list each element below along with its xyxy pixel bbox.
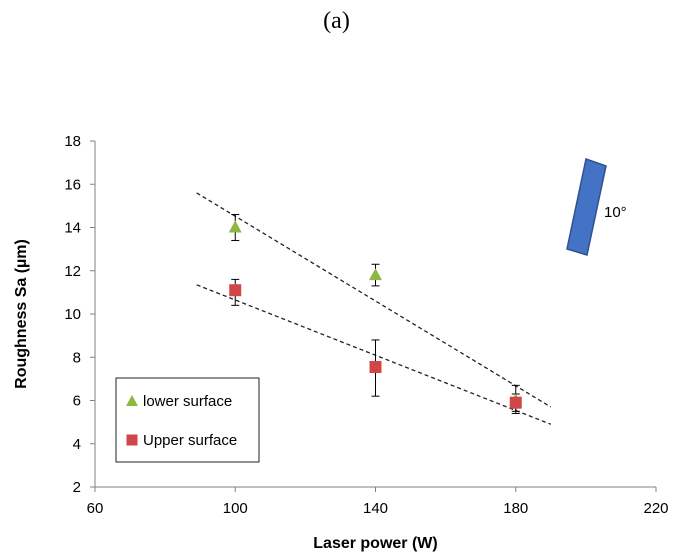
x-tick-label: 180 bbox=[503, 500, 528, 517]
angle-label: 10° bbox=[604, 204, 627, 221]
x-tick-label: 100 bbox=[223, 500, 248, 517]
data-markers bbox=[228, 220, 523, 409]
tilted-plate-shape bbox=[566, 158, 607, 256]
data-point-lower-surface bbox=[369, 268, 382, 281]
y-tick-label: 2 bbox=[73, 479, 81, 496]
y-tick-label: 6 bbox=[73, 393, 81, 410]
trendline bbox=[196, 192, 552, 408]
data-point-upper-surface bbox=[509, 396, 522, 409]
legend: lower surface Upper surface bbox=[115, 377, 260, 463]
data-point-upper-surface bbox=[229, 284, 242, 297]
legend-marker bbox=[126, 434, 138, 446]
figure-label: (a) bbox=[323, 8, 350, 34]
error-bars bbox=[231, 214, 520, 414]
y-tick-label: 16 bbox=[64, 176, 81, 193]
y-tick-label: 8 bbox=[73, 349, 81, 366]
y-axis-label: Roughness Sa (µm) bbox=[13, 239, 30, 389]
tick-labels: 2 4 6 8 10 12 14 16 18 60 100 140 180 220 bbox=[64, 133, 668, 517]
y-tick-label: 14 bbox=[64, 220, 81, 237]
plot-axes bbox=[90, 140, 657, 492]
y-tick-label: 12 bbox=[64, 263, 81, 280]
y-tick-label: 4 bbox=[73, 436, 81, 453]
legend-marker bbox=[126, 395, 138, 406]
y-tick-label: 10 bbox=[64, 306, 81, 323]
legend-label: lower surface bbox=[143, 393, 232, 410]
data-point-upper-surface bbox=[369, 360, 382, 373]
legend-label: Upper surface bbox=[143, 432, 237, 449]
x-tick-label: 220 bbox=[643, 500, 668, 517]
data-point-lower-surface bbox=[228, 220, 242, 233]
orientation-annotation: 10° bbox=[566, 158, 627, 256]
x-tick-label: 60 bbox=[87, 500, 104, 517]
x-axis-label: Laser power (W) bbox=[313, 535, 437, 552]
trendline bbox=[196, 284, 552, 425]
x-tick-label: 140 bbox=[363, 500, 388, 517]
legend-box bbox=[115, 377, 260, 463]
y-tick-label: 18 bbox=[64, 133, 81, 150]
trendlines bbox=[196, 192, 552, 425]
